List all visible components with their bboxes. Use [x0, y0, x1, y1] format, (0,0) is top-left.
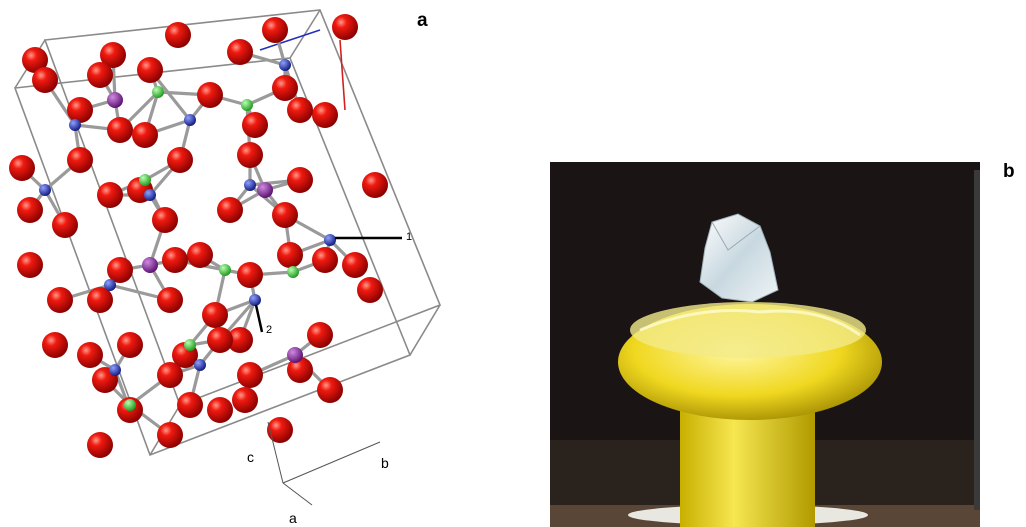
green-atom [139, 174, 151, 186]
purple-atom [287, 347, 303, 363]
oxygen-atom [312, 247, 338, 273]
site-pointer [256, 305, 262, 332]
oxygen-atom [87, 432, 113, 458]
oxygen-atom [67, 147, 93, 173]
green-atom [152, 86, 164, 98]
blue-atom [69, 119, 81, 131]
blue-atom [184, 114, 196, 126]
oxygen-atom [132, 122, 158, 148]
oxygen-atom [217, 197, 243, 223]
oxygen-atom [202, 302, 228, 328]
oxygen-atom [167, 147, 193, 173]
blue-atom [194, 359, 206, 371]
oxygen-atom [117, 332, 143, 358]
oxygen-atom [137, 57, 163, 83]
atoms [9, 14, 388, 458]
blue-atom [244, 179, 256, 191]
oxygen-atom [17, 252, 43, 278]
oxygen-atom [52, 212, 78, 238]
oxygen-atom [332, 14, 358, 40]
blue-atom [104, 279, 116, 291]
oxygen-atom [107, 117, 133, 143]
oxygen-atom [237, 262, 263, 288]
purple-atom [107, 92, 123, 108]
panel-label: a [417, 10, 428, 31]
oxygen-atom [157, 422, 183, 448]
oxygen-atom [165, 22, 191, 48]
blue-atom [144, 189, 156, 201]
oxygen-atom [152, 207, 178, 233]
oxygen-atom [307, 322, 333, 348]
blue-atom [249, 294, 261, 306]
unit-cell [15, 10, 440, 455]
oxygen-atom [272, 202, 298, 228]
oxygen-atom [67, 97, 93, 123]
oxygen-atom [272, 75, 298, 101]
blue-atom [279, 59, 291, 71]
oxygen-atom [227, 39, 253, 65]
blue-atom [39, 184, 51, 196]
oxygen-atom [362, 172, 388, 198]
oxygen-atom [177, 392, 203, 418]
purple-atom [257, 182, 273, 198]
blue-atom [324, 234, 336, 246]
oxygen-atom [317, 377, 343, 403]
oxygen-atom [232, 387, 258, 413]
oxygen-atom [47, 287, 73, 313]
site-label: 2 [266, 324, 272, 336]
oxygen-atom [87, 62, 113, 88]
oxygen-atom [237, 142, 263, 168]
oxygen-atom [157, 362, 183, 388]
oxygen-atom [157, 287, 183, 313]
green-atom [219, 264, 231, 276]
oxygen-atom [277, 242, 303, 268]
oxygen-atom [97, 182, 123, 208]
oxygen-atom [162, 247, 188, 273]
blue-atom [109, 364, 121, 376]
oxygen-atom [287, 97, 313, 123]
oxygen-atom [267, 417, 293, 443]
oxygen-atom [187, 242, 213, 268]
oxygen-atom [32, 67, 58, 93]
oxygen-atom [242, 112, 268, 138]
oxygen-atom [17, 197, 43, 223]
oxygen-atom [77, 342, 103, 368]
photo [550, 162, 980, 527]
oxygen-atom [42, 332, 68, 358]
green-atom [124, 399, 136, 411]
panel-label: b [1003, 161, 1015, 182]
oxygen-atom [287, 167, 313, 193]
oxygen-atom [207, 327, 233, 353]
axis-label: b [381, 455, 389, 471]
axis-label: c [247, 449, 254, 465]
site-label: 1 [406, 231, 412, 243]
green-atom [184, 339, 196, 351]
figure: 1 2 c b a a b [0, 0, 1026, 527]
green-atom [241, 99, 253, 111]
oxygen-atom [237, 362, 263, 388]
oxygen-atom [357, 277, 383, 303]
oxygen-atom [207, 397, 233, 423]
green-atom [287, 266, 299, 278]
figure-canvas: 1 2 c b a a b [0, 0, 1026, 527]
oxygen-atom [312, 102, 338, 128]
oxygen-atom [197, 82, 223, 108]
oxygen-atom [9, 155, 35, 181]
axis-label: a [289, 510, 297, 526]
purple-atom [142, 257, 158, 273]
oxygen-atom [342, 252, 368, 278]
oxygen-atom [262, 17, 288, 43]
